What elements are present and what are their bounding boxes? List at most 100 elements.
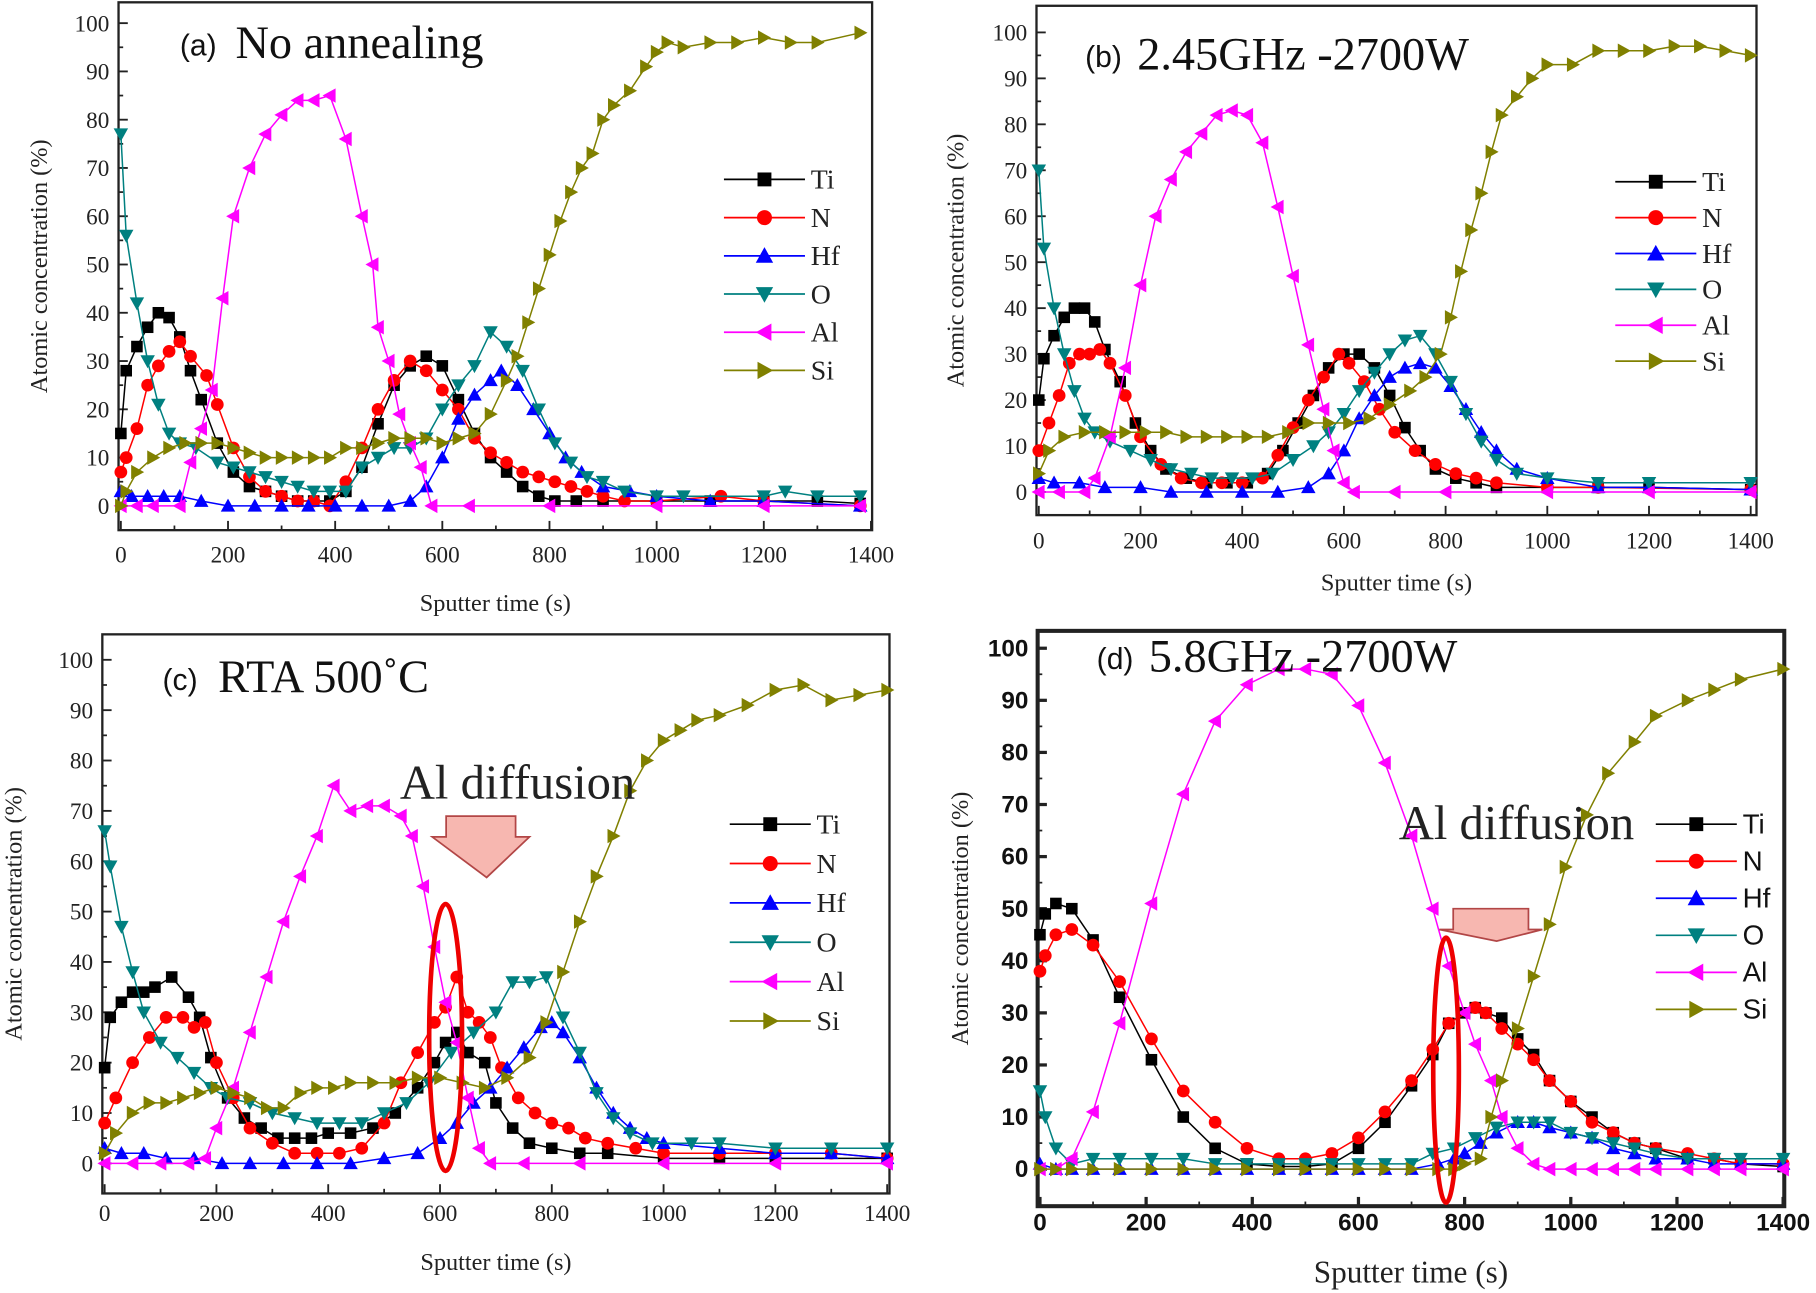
marker-square [462,1046,474,1059]
marker-circle [1176,1084,1190,1098]
marker-triangle-right [624,783,638,798]
marker-triangle-left [413,460,427,475]
marker-triangle-left [276,914,290,929]
marker-triangle-up [1428,360,1443,374]
marker-triangle-up [136,1146,152,1160]
marker-triangle-left [1270,199,1284,215]
marker-triangle-down [1743,476,1758,491]
marker-triangle-down [114,920,129,934]
marker-circle [1145,1032,1158,1046]
marker-circle [275,489,288,503]
marker-triangle-right [607,828,621,844]
plot-frame [1035,4,1758,517]
marker-triangle-up [376,1151,392,1165]
marker-triangle-left [879,1156,893,1171]
marker-triangle-down [97,825,112,839]
marker-circle [387,373,401,387]
marker-triangle-right [1495,1073,1510,1088]
marker-square [763,817,778,832]
marker-triangle-up [1647,244,1665,261]
marker-triangle-left [542,498,556,514]
x-tick-label: 400 [318,543,353,569]
marker-triangle-left [1148,208,1162,224]
marker-triangle-right [1649,708,1663,724]
x-tick-label: 400 [311,1201,346,1227]
panel-title: No annealing [235,18,483,69]
marker-triangle-down [1606,1137,1621,1151]
marker-triangle-left [181,1156,195,1171]
y-tick-label: 0 [1016,480,1028,506]
marker-circle [109,1091,123,1105]
marker-square [195,393,208,406]
marker-triangle-right [1261,429,1275,445]
y-tick-label: 30 [1004,342,1027,368]
marker-square [490,1097,502,1109]
legend-item-si: Si [1655,994,1767,1025]
marker-triangle-down [309,1117,325,1131]
marker-triangle-right [677,40,691,55]
y-tick-label: 40 [1001,948,1028,975]
legend-item-al: Al [1615,311,1730,342]
x-tick-label: 0 [115,543,127,569]
marker-circle [198,1015,212,1029]
marker-triangle-right [543,247,557,263]
marker-triangle-right [163,440,177,456]
marker-triangle-right [110,1125,124,1141]
x-tick-label: 0 [99,1201,111,1227]
legend-label: Al [1743,957,1768,988]
marker-triangle-right [1241,429,1255,445]
marker-circle [1118,389,1132,402]
marker-triangle-down [1542,1116,1557,1130]
marker-triangle-right [1033,466,1047,481]
y-tick-label: 10 [1004,434,1027,460]
marker-circle [1495,1022,1509,1035]
marker-triangle-left [1346,484,1360,500]
legend-item-si: Si [729,1006,840,1037]
marker-triangle-down [555,1011,571,1025]
legend-label: Si [811,356,834,387]
marker-circle [377,1116,391,1130]
marker-circle [1332,347,1346,361]
plot-frame [101,633,891,1195]
marker-triangle-down [306,485,321,499]
marker-triangle-right [1511,89,1525,104]
marker-triangle-right [1495,107,1509,123]
marker-circle [1083,347,1097,361]
marker-square [1048,329,1060,342]
marker-circle [1174,471,1188,485]
series-hf [113,363,868,512]
marker-triangle-up [1321,466,1336,480]
marker-triangle-left [516,1156,530,1171]
marker-triangle-left [1733,1161,1747,1177]
marker-square [1261,467,1274,480]
marker-circle [548,475,562,489]
marker-circle [435,383,449,397]
marker-triangle-right [115,498,129,514]
marker-triangle-down [322,485,338,499]
marker-triangle-right [1734,672,1748,687]
marker-square [389,1107,402,1119]
marker-triangle-left [1087,470,1101,486]
marker-circle [1065,923,1079,936]
x-tick-label: 1000 [1524,529,1570,555]
marker-triangle-right [478,1080,492,1096]
marker-triangle-down [1733,1152,1748,1166]
marker-triangle-down [515,364,530,378]
marker-triangle-down [879,1142,895,1156]
marker-square [182,991,195,1003]
marker-triangle-down [824,1142,839,1156]
marker-circle [355,1141,369,1155]
marker-triangle-down [151,398,166,412]
marker-triangle-right [260,1100,274,1116]
marker-triangle-down [761,935,779,951]
marker-triangle-left [1051,484,1065,500]
y-tick-label: 0 [81,1151,93,1177]
marker-triangle-up [1046,475,1062,489]
marker-triangle-up [467,387,482,401]
marker-triangle-right [607,97,622,113]
legend-label: Si [1702,346,1725,377]
marker-triangle-right [731,35,745,50]
marker-circle [1073,347,1086,361]
marker-triangle-down [136,1006,152,1020]
marker-triangle-up [1097,480,1113,494]
